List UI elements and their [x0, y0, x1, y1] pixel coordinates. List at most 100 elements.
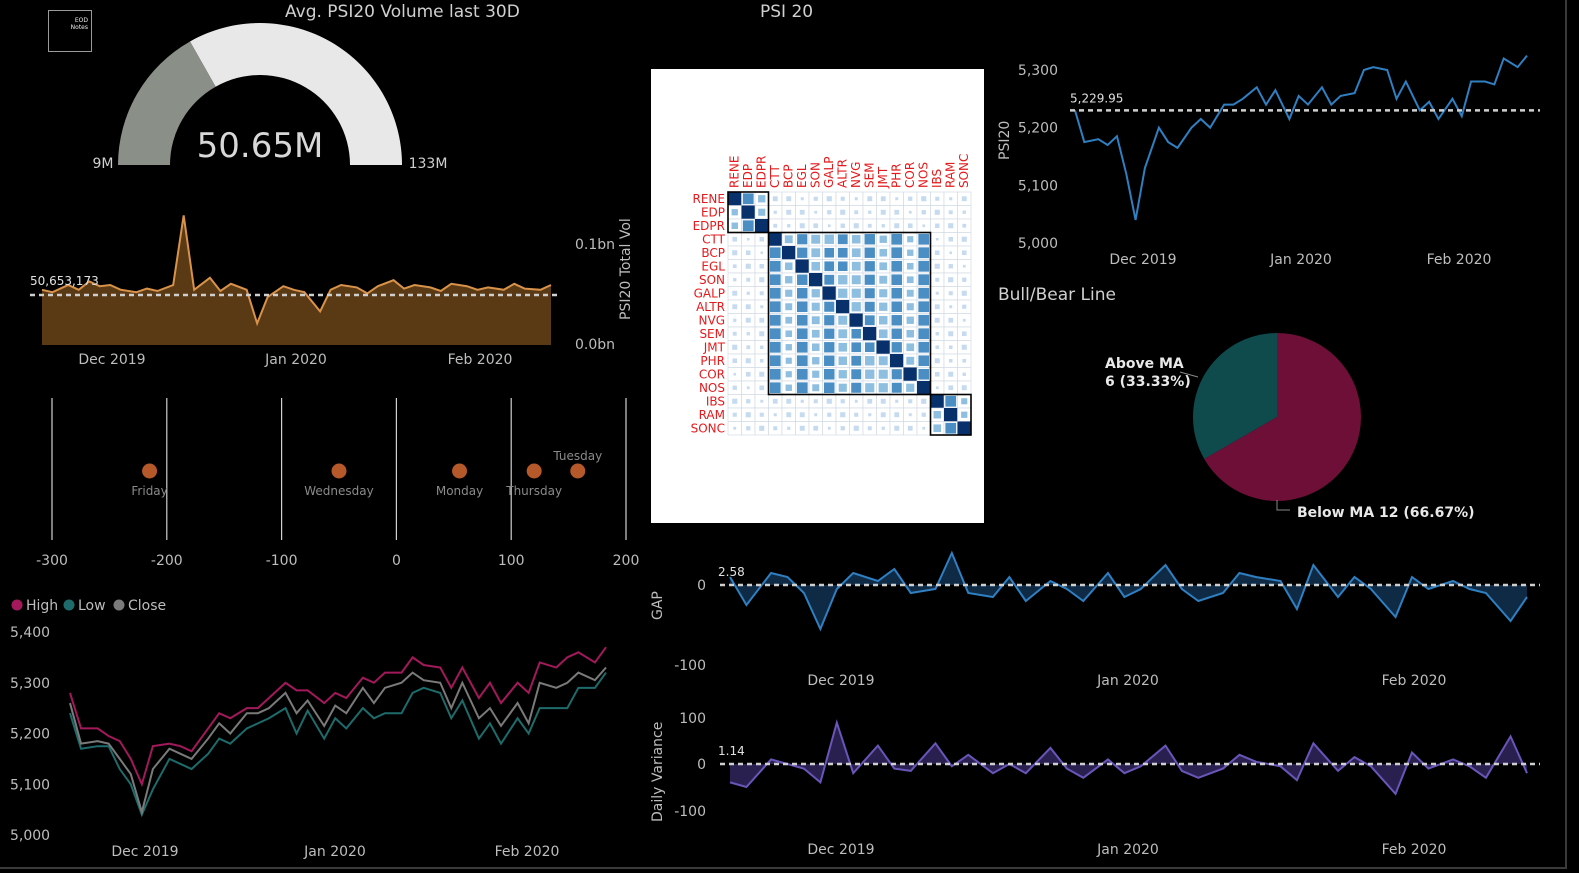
corr-cell-value [772, 196, 778, 202]
corr-cell-value [769, 301, 781, 313]
gauge-min-label: 9M [93, 156, 114, 172]
hlc-line-high[interactable] [69, 646, 607, 788]
corr-cell-value [840, 223, 845, 228]
corr-cell-value [935, 332, 939, 336]
corr-cell-value [851, 275, 861, 285]
corr-cell-value [948, 331, 954, 337]
weekday-x-tick: 100 [498, 553, 525, 569]
weekday-label: Tuesday [552, 449, 602, 463]
psi20-line[interactable] [1074, 54, 1528, 221]
corr-cell-value [906, 356, 915, 365]
corr-col-label: EGL [795, 164, 809, 188]
corr-cell-value [962, 318, 966, 322]
weekday-point[interactable] [452, 463, 468, 479]
corr-cell-value [811, 302, 820, 311]
corr-cell-value [962, 304, 967, 309]
corr-col-label: ALTR [836, 159, 850, 188]
corr-cell-value [785, 344, 792, 351]
corr-cell-value [894, 425, 900, 431]
corr-cell-value [894, 209, 900, 215]
eod-notes-logo[interactable]: EOD Notes [48, 10, 92, 52]
variance-x-tick: Dec 2019 [807, 842, 874, 858]
volume-line[interactable] [41, 215, 552, 327]
corr-cell-value [906, 289, 914, 297]
corr-cell-value [812, 370, 820, 378]
corr-cell-value [745, 317, 751, 323]
psi20-x-tick: Dec 2019 [1109, 252, 1176, 268]
corr-cell-value [732, 290, 738, 296]
corr-cell-value [903, 367, 917, 381]
corr-cell-value [961, 411, 968, 418]
corr-cell-value [799, 223, 805, 229]
corr-cell-value [822, 286, 836, 300]
corr-cell-value [878, 369, 888, 379]
gauge-fill [118, 41, 216, 165]
weekday-point[interactable] [331, 463, 347, 479]
hlc-legend-label: High [26, 598, 58, 614]
gauge-track [189, 23, 402, 166]
corr-cell-value [746, 332, 750, 336]
corr-cell-value [838, 342, 848, 352]
correlation-matrix: RENERENEEDPEDPEDPREDPRCTTCTTBCPBCPEGLEGL… [691, 154, 972, 436]
corr-cell-value [759, 331, 765, 337]
corr-cell-value [933, 424, 942, 433]
corr-cell-value [732, 344, 738, 350]
corr-cell-value [948, 210, 953, 215]
corr-cell-value [811, 289, 820, 298]
corr-cell-value [795, 259, 809, 273]
corr-cell-value [796, 355, 808, 367]
corr-row-label: RAM [699, 408, 725, 422]
corr-cell-value [948, 358, 953, 363]
hlc-legend-label: Low [78, 598, 106, 614]
weekday-point[interactable] [142, 463, 158, 479]
corr-col-label: SONC [957, 154, 971, 188]
corr-cell-value [880, 196, 886, 202]
hlc-legend-swatch[interactable] [63, 599, 75, 611]
corr-cell-value [934, 358, 940, 364]
hlc-line-low[interactable] [69, 672, 607, 818]
gap-line[interactable] [729, 550, 1528, 632]
pie-slice-below[interactable] [1204, 333, 1361, 501]
corr-cell-value [918, 355, 930, 367]
pie-slice-above[interactable] [1193, 333, 1277, 459]
corr-cell-value [773, 413, 777, 417]
corr-cell-value [732, 412, 737, 417]
corr-cell-value [796, 287, 808, 299]
gap-area [730, 553, 1527, 629]
corr-cell-value [813, 196, 818, 201]
corr-cell-value [961, 344, 967, 350]
gap-y-tick: 0 [697, 578, 706, 594]
weekday-x-tick: -300 [36, 553, 68, 569]
corr-cell-value [745, 371, 751, 377]
corr-cell-value [934, 317, 940, 323]
correlation-matrix-panel[interactable]: RENE RENE EDP EDP EDPR EDPR CTT CTT BCP BCP EGL EGL… [651, 69, 984, 523]
corr-col-label: JMT [876, 166, 890, 189]
corr-cell-value [908, 413, 912, 417]
corr-cell-value [824, 328, 835, 339]
corr-cell-value [864, 288, 875, 299]
corr-cell-value [879, 316, 888, 325]
corr-cell-value [891, 233, 903, 245]
psi20-x-tick: Feb 2020 [1427, 252, 1492, 268]
corr-cell-value [863, 327, 877, 341]
corr-cell-value [878, 329, 888, 339]
corr-cell-value [785, 303, 793, 311]
corr-cell-value [773, 426, 778, 431]
hlc-line-close[interactable] [69, 666, 607, 816]
corr-cell-value [796, 368, 808, 380]
corr-cell-value [894, 223, 900, 229]
corr-col-label: PHR [890, 163, 904, 188]
corr-cell-value [827, 224, 831, 228]
corr-cell-value [921, 398, 927, 404]
hlc-legend-swatch[interactable] [113, 599, 125, 611]
corr-cell-value [918, 368, 930, 380]
weekday-point[interactable] [526, 463, 542, 479]
hlc-legend-swatch[interactable] [11, 599, 23, 611]
weekday-point[interactable] [570, 463, 586, 479]
corr-cell-value [838, 288, 848, 298]
corr-cell-value [864, 234, 875, 245]
corr-cell-value [864, 247, 875, 258]
variance-line[interactable] [729, 719, 1528, 796]
